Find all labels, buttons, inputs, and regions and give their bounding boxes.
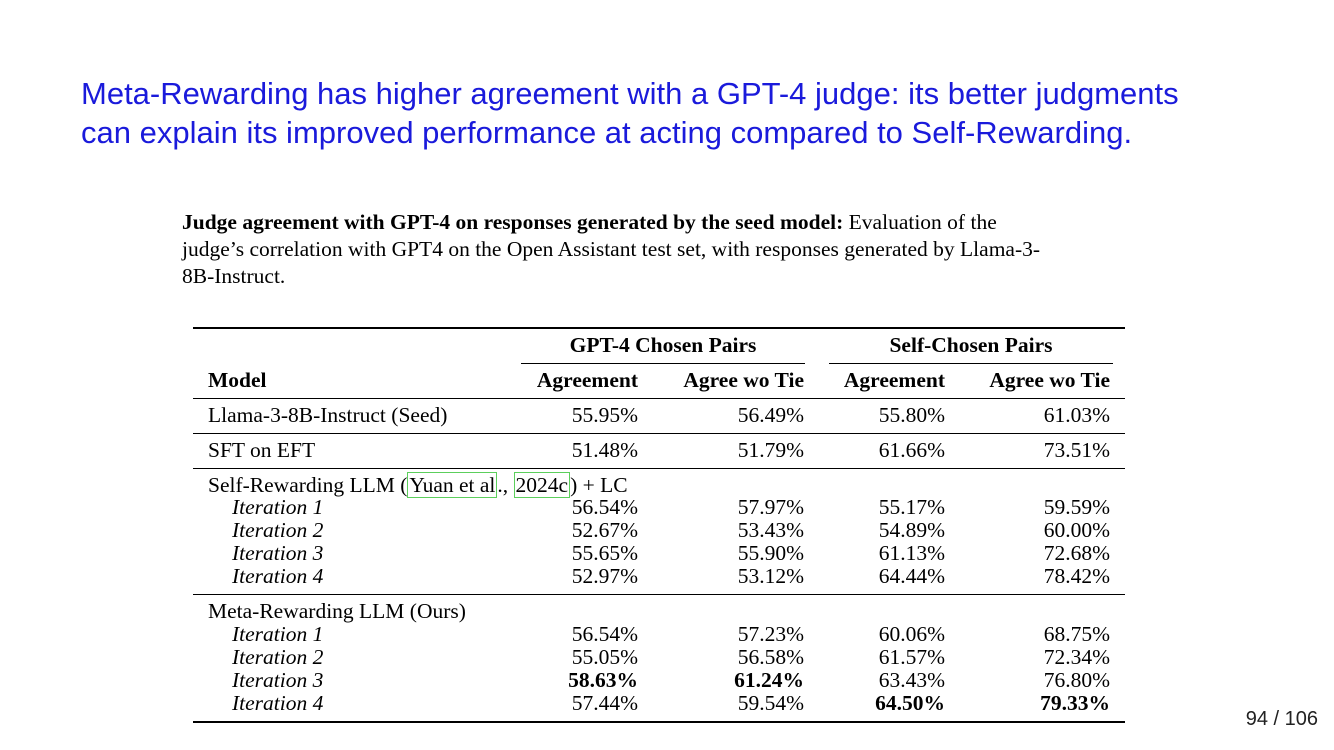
citation-link-author[interactable]: Yuan et al: [407, 472, 498, 498]
results-table: GPT-4 Chosen Pairs Self-Chosen Pairs Mod…: [193, 327, 1125, 723]
table-cell: 52.97%: [571, 564, 638, 588]
row-label-mr-iter-2: Iteration 2: [232, 645, 324, 669]
table-cell-best: 61.24%: [734, 668, 804, 692]
table-cell: 61.57%: [878, 645, 945, 669]
table-cell: 52.67%: [571, 518, 638, 542]
table-bottom-rule: [193, 721, 1125, 723]
row-label-sr-iter-1: Iteration 1: [232, 495, 324, 519]
table-cell: 59.54%: [737, 691, 804, 715]
column-header-gpt4-agreement: Agreement: [536, 368, 638, 392]
column-header-gpt4-agree-wo-tie: Agree wo Tie: [683, 368, 804, 392]
table-cell: 56.54%: [571, 495, 638, 519]
table-cell: 55.90%: [737, 541, 804, 565]
table-cell: 56.58%: [737, 645, 804, 669]
column-header-model: Model: [208, 368, 267, 392]
table-cell: 55.17%: [878, 495, 945, 519]
table-cell: 51.48%: [571, 438, 638, 462]
citation-link-year[interactable]: 2024c: [513, 472, 571, 498]
table-cell: 56.49%: [737, 403, 804, 427]
row-label-seed: Llama-3-8B-Instruct (Seed): [208, 403, 448, 427]
table-cell: 55.95%: [571, 403, 638, 427]
caption-line-1: Judge agreement with GPT-4 on responses …: [182, 209, 1144, 236]
row-label-mr-iter-4: Iteration 4: [232, 691, 324, 715]
caption-line-2: judge’s correlation with GPT4 on the Ope…: [182, 237, 1041, 261]
gpt4-group-rule: [521, 363, 805, 364]
table-cell: 73.51%: [1043, 438, 1110, 462]
self-rewarding-rule: [193, 594, 1125, 595]
table-cell-best: 58.63%: [568, 668, 638, 692]
sft-row-rule: [193, 468, 1125, 469]
table-cell: 60.06%: [878, 622, 945, 646]
table-cell-best: 79.33%: [1040, 691, 1110, 715]
table-top-rule: [193, 327, 1125, 329]
table-cell: 59.59%: [1043, 495, 1110, 519]
table-cell: 53.12%: [737, 564, 804, 588]
table-cell: 51.79%: [737, 438, 804, 462]
self-group-rule: [829, 363, 1113, 364]
table-cell: 60.00%: [1043, 518, 1110, 542]
table-cell: 68.75%: [1043, 622, 1110, 646]
caption-line-1-rest: Evaluation of the: [843, 210, 997, 234]
seed-row-rule: [193, 433, 1125, 434]
row-label-sft: SFT on EFT: [208, 438, 316, 462]
table-cell: 57.23%: [737, 622, 804, 646]
table-cell: 57.44%: [571, 691, 638, 715]
table-cell: 64.44%: [878, 564, 945, 588]
self-rewarding-suffix: ) + LC: [570, 473, 628, 497]
header-rule: [193, 398, 1125, 399]
table-cell: 55.05%: [571, 645, 638, 669]
table-cell: 53.43%: [737, 518, 804, 542]
column-header-self-agreement: Agreement: [843, 368, 945, 392]
table-cell: 56.54%: [571, 622, 638, 646]
table-cell: 76.80%: [1043, 668, 1110, 692]
row-label-sr-iter-4: Iteration 4: [232, 564, 324, 588]
caption-bold-lead: Judge agreement with GPT-4 on responses …: [182, 210, 844, 234]
section-title-self-rewarding: Self-Rewarding LLM (Yuan et al., 2024c) …: [208, 472, 628, 498]
citation-separator: .,: [497, 473, 509, 497]
table-cell: 54.89%: [878, 518, 945, 542]
table-cell: 55.65%: [571, 541, 638, 565]
section-title-meta-rewarding: Meta-Rewarding LLM (Ours): [208, 599, 466, 623]
caption-line-3: 8B-Instruct.: [182, 264, 286, 288]
page-number: 94 / 106: [1245, 708, 1318, 730]
table-cell-best: 64.50%: [875, 691, 945, 715]
column-header-self-agree-wo-tie: Agree wo Tie: [989, 368, 1110, 392]
row-label-mr-iter-1: Iteration 1: [232, 622, 324, 646]
slide-title: Meta-Rewarding has higher agreement with…: [81, 74, 1281, 152]
table-cell: 57.97%: [737, 495, 804, 519]
table-cell: 63.43%: [878, 668, 945, 692]
table-cell: 61.13%: [878, 541, 945, 565]
table-caption: Judge agreement with GPT-4 on responses …: [182, 209, 1144, 290]
table-cell: 61.03%: [1043, 403, 1110, 427]
group-header-self: Self-Chosen Pairs: [889, 333, 1053, 357]
table-cell: 72.34%: [1043, 645, 1110, 669]
slide-title-line-1: Meta-Rewarding has higher agreement with…: [81, 76, 1179, 111]
table-cell: 61.66%: [878, 438, 945, 462]
row-label-sr-iter-3: Iteration 3: [232, 541, 324, 565]
table-cell: 78.42%: [1043, 564, 1110, 588]
table-cell: 55.80%: [878, 403, 945, 427]
table-cell: 72.68%: [1043, 541, 1110, 565]
group-header-gpt4: GPT-4 Chosen Pairs: [569, 333, 757, 357]
row-label-mr-iter-3: Iteration 3: [232, 668, 324, 692]
row-label-sr-iter-2: Iteration 2: [232, 518, 324, 542]
slide-title-line-2: can explain its improved performance at …: [81, 115, 1133, 150]
self-rewarding-prefix: Self-Rewarding LLM (: [208, 473, 408, 497]
